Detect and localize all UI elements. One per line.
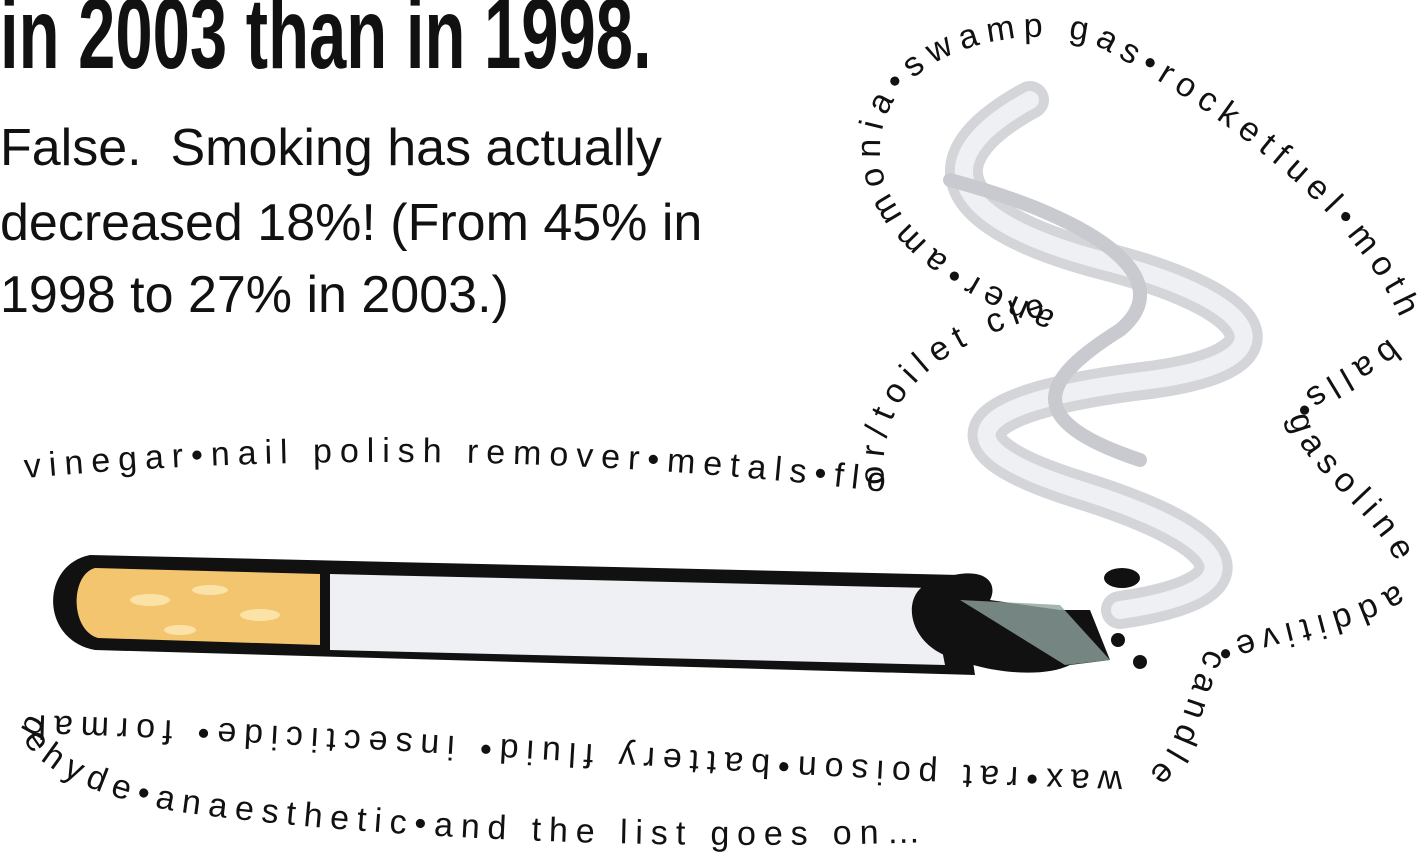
- body-line: decreased 18%! (From 45% in: [0, 194, 702, 252]
- cigarette: [53, 555, 1147, 675]
- title: in 2003 than in 1998.: [0, 0, 652, 90]
- body-line: False. Smoking has actually: [0, 119, 662, 177]
- body-line: 1998 to 27% in 2003.): [0, 266, 509, 324]
- smoke: [943, 81, 1263, 629]
